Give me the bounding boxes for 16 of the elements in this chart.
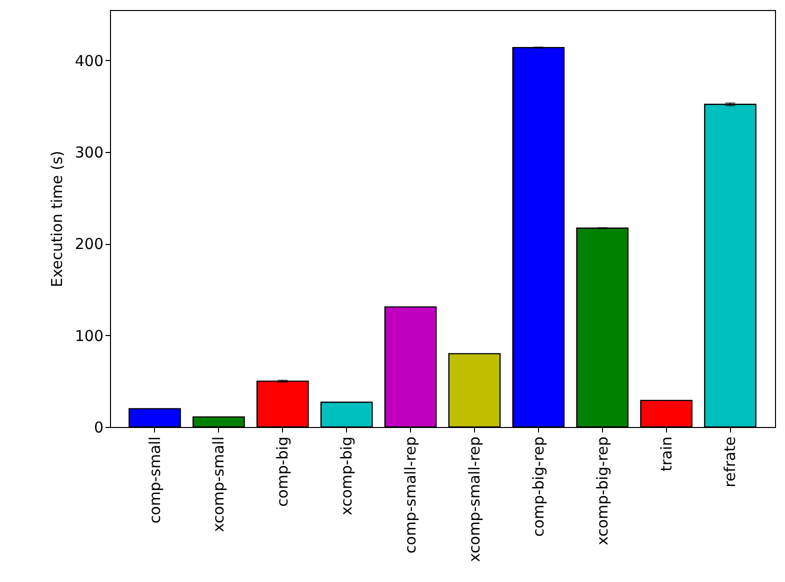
y-tick-label: 100 — [74, 326, 104, 345]
x-tick-label: xcomp-small — [210, 436, 228, 532]
y-tick-label: 300 — [74, 144, 104, 162]
y-tick-label: 0 — [94, 418, 104, 436]
x-tick-label: comp-small — [146, 436, 164, 524]
y-axis-title: Execution time (s) — [48, 150, 66, 288]
x-tick-label: xcomp-small-rep — [465, 436, 484, 562]
x-tick-label: xcomp-big — [338, 436, 356, 516]
x-tick-label: comp-big-rep — [529, 436, 548, 537]
x-tick-label: comp-small-rep — [402, 436, 420, 554]
x-tick-label: comp-big — [274, 436, 292, 507]
y-tick-label: 400 — [74, 52, 104, 70]
x-tick-label: train — [657, 436, 676, 472]
x-tick-label: refrate — [721, 436, 740, 488]
y-tick-label: 200 — [74, 235, 104, 254]
x-tick-label: xcomp-big-rep — [593, 436, 612, 546]
